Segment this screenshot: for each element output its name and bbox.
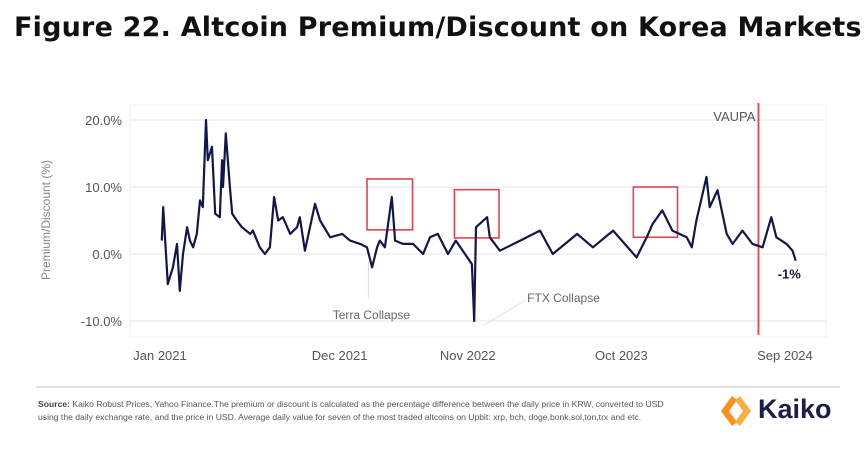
series-line	[160, 118, 797, 323]
y-tick-label: 10.0%	[85, 180, 122, 195]
x-tick-label: Jan 2021	[133, 348, 187, 363]
y-tick-label: -10.0%	[81, 314, 123, 329]
vaupa-label: VAUPA	[713, 109, 755, 124]
kaiko-logo-icon	[721, 396, 751, 426]
x-tick-label: Oct 2023	[595, 348, 648, 363]
kaiko-logo-text: Kaiko	[758, 394, 832, 424]
highlight-box	[632, 186, 679, 239]
source-text: Kaiko Robust Prices, Yahoo Finance.The p…	[38, 399, 664, 422]
y-tick-label: 20.0%	[85, 113, 122, 128]
y-axis-label: Premium/Discount (%)	[39, 160, 53, 280]
ftx-annotation-line	[483, 300, 525, 326]
source-note: Source: Kaiko Robust Prices, Yahoo Finan…	[38, 398, 678, 423]
figure-title: Figure 22. Altcoin Premium/Discount on K…	[14, 12, 862, 43]
kaiko-logo: Kaiko	[718, 393, 843, 429]
x-tick-label: Dec 2021	[312, 348, 368, 363]
end-value-label: -1%	[778, 267, 802, 282]
highlight-box	[366, 178, 414, 231]
terra-collapse-label: Terra Collapse	[333, 308, 411, 322]
x-tick-label: Nov 2022	[440, 348, 496, 363]
line-chart: 20.0% 10.0% 0.0% -10.0% Jan 2021 Dec 2021 Nov …	[39, 103, 827, 363]
source-label: Source:	[38, 399, 70, 409]
x-tick-label: Sep 2024	[757, 348, 813, 363]
plot-frame	[129, 104, 827, 338]
y-tick-label: 0.0%	[92, 247, 122, 262]
ftx-collapse-label: FTX Collapse	[527, 291, 600, 305]
footer-divider	[36, 386, 840, 388]
